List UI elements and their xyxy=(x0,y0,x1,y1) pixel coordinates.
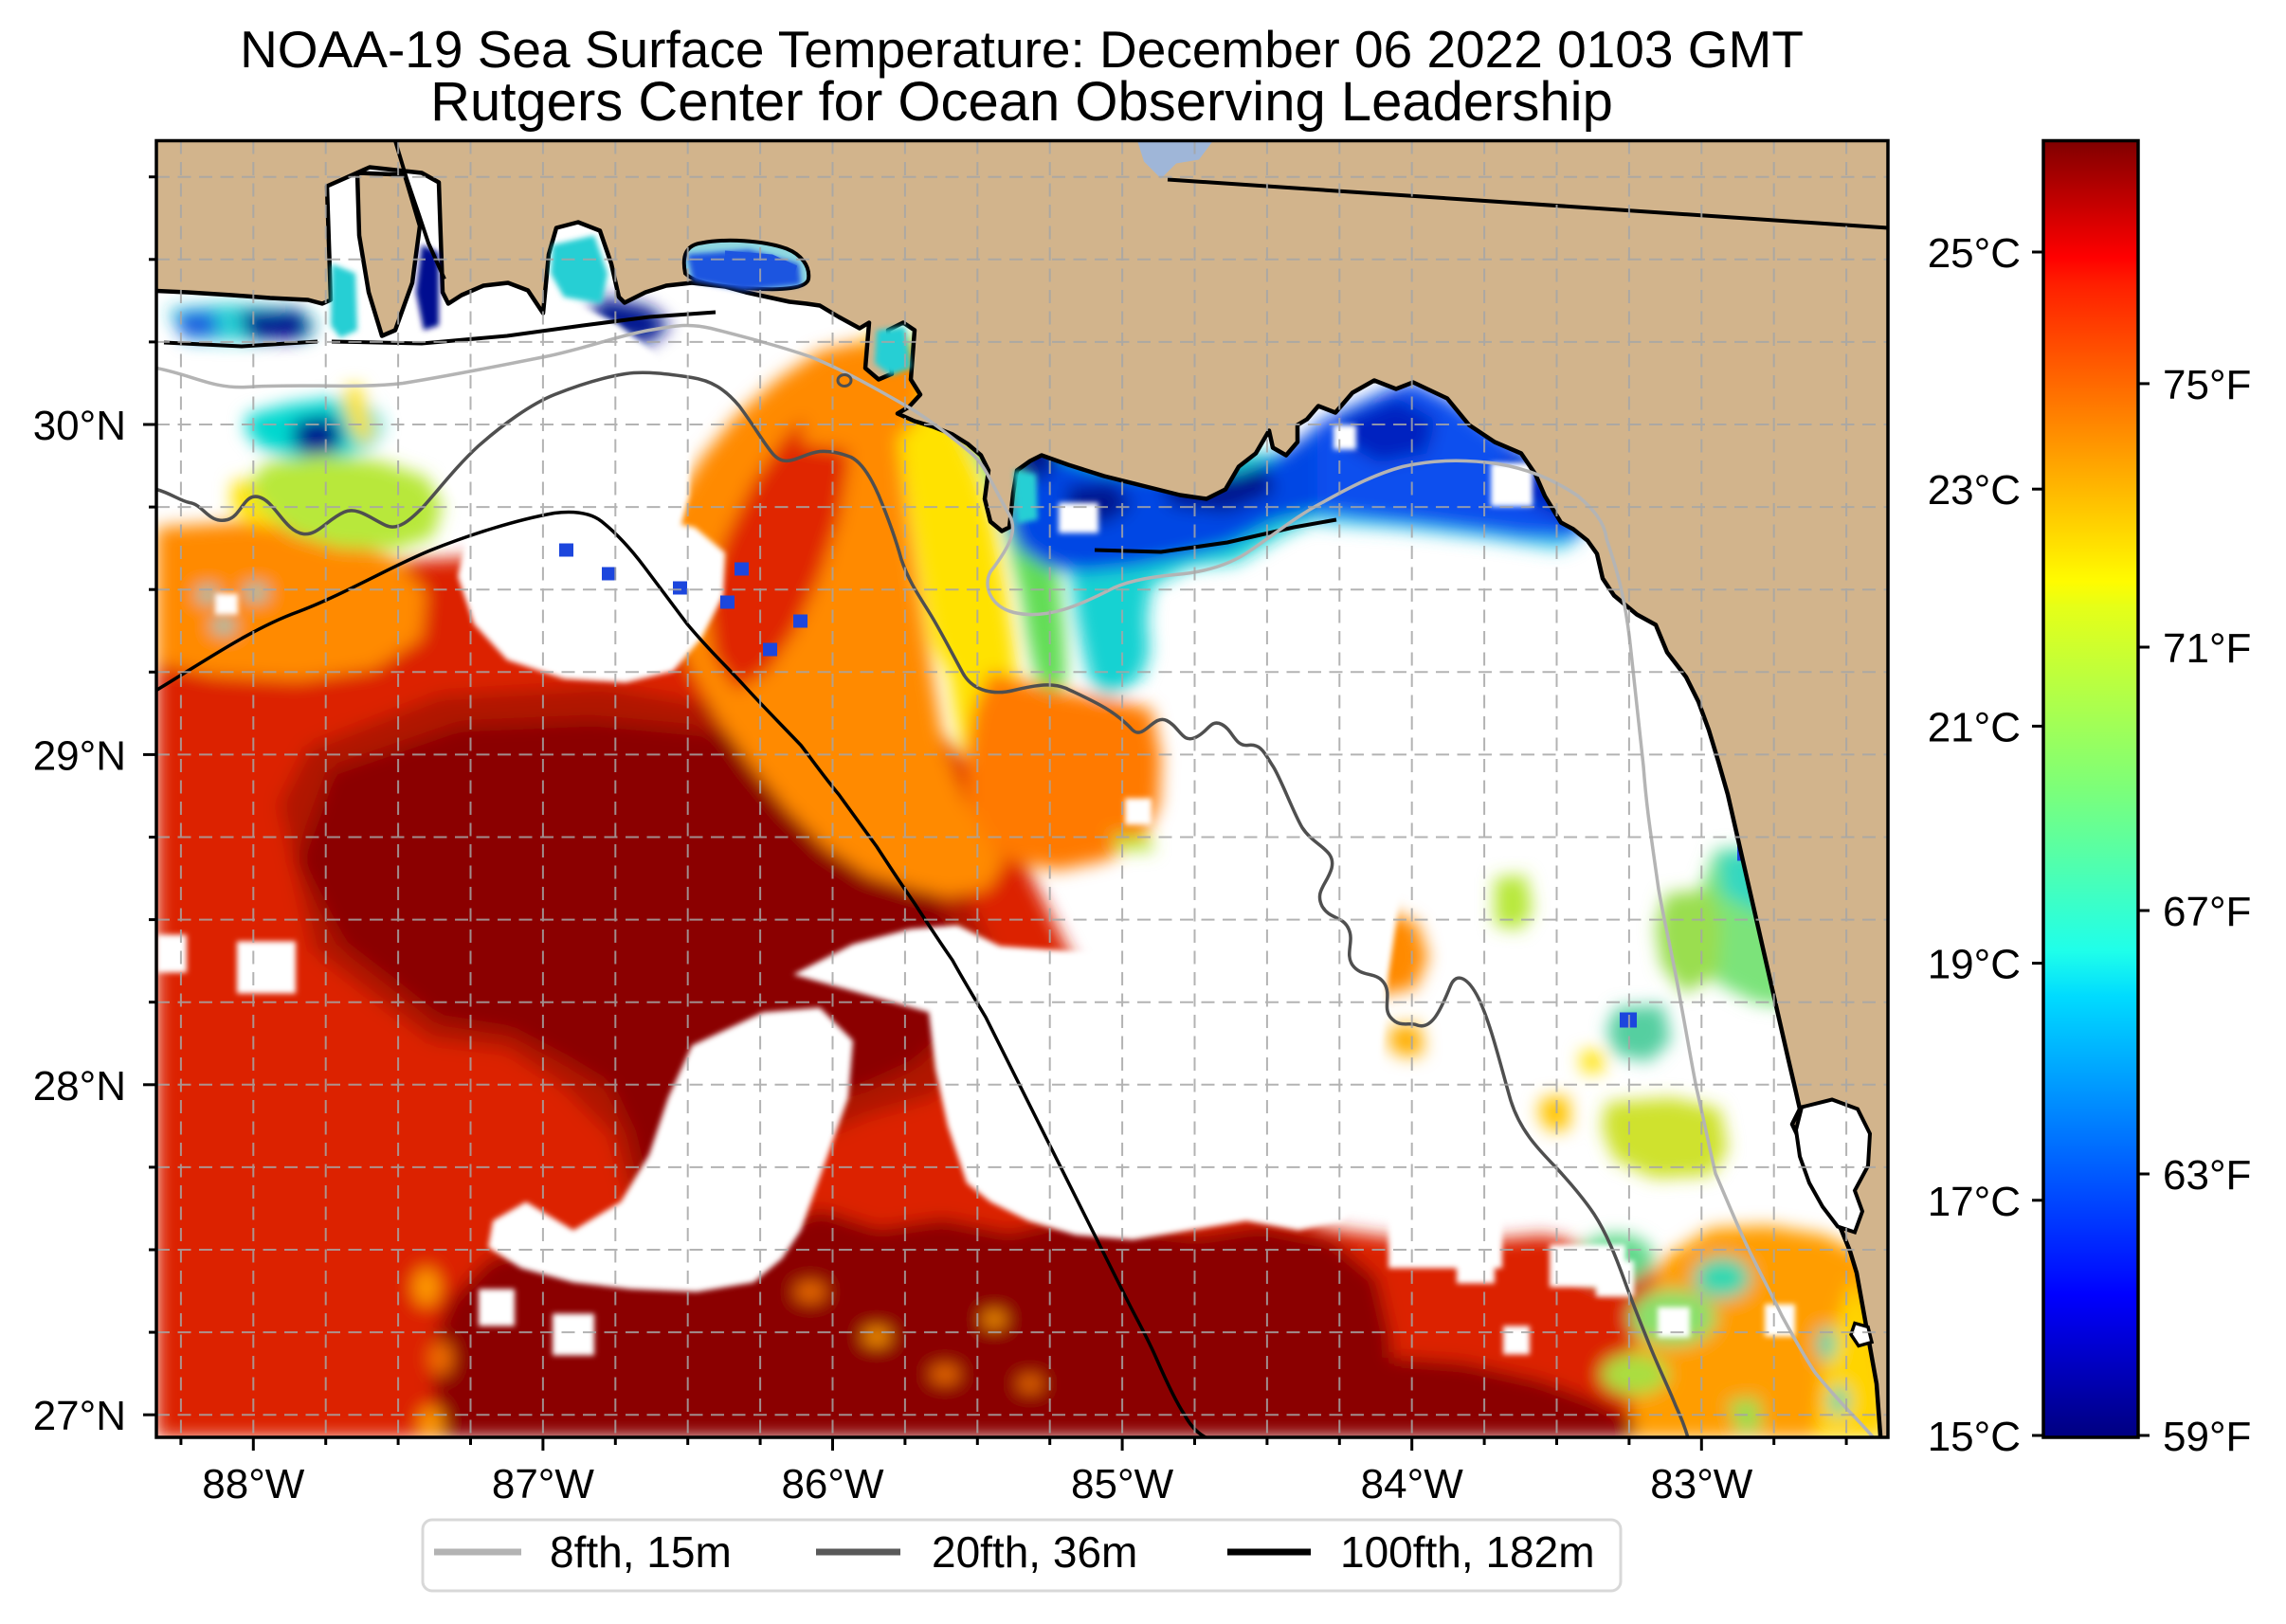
svg-text:100fth, 182m: 100fth, 182m xyxy=(1340,1527,1595,1577)
svg-text:83°W: 83°W xyxy=(1650,1461,1753,1507)
svg-text:87°W: 87°W xyxy=(492,1461,595,1507)
svg-text:27°N: 27°N xyxy=(33,1393,126,1439)
svg-text:NOAA-19 Sea Surface Temperatur: NOAA-19 Sea Surface Temperature: Decembe… xyxy=(240,20,1804,79)
svg-text:8fth, 15m: 8fth, 15m xyxy=(550,1527,732,1577)
svg-text:84°W: 84°W xyxy=(1361,1461,1464,1507)
svg-text:86°W: 86°W xyxy=(781,1461,884,1507)
svg-text:19°C: 19°C xyxy=(1928,942,2021,988)
svg-text:88°W: 88°W xyxy=(202,1461,305,1507)
svg-text:59°F: 59°F xyxy=(2163,1414,2251,1460)
svg-text:75°F: 75°F xyxy=(2163,362,2251,408)
svg-text:29°N: 29°N xyxy=(33,732,126,779)
svg-text:71°F: 71°F xyxy=(2163,625,2251,672)
svg-text:63°F: 63°F xyxy=(2163,1152,2251,1199)
svg-text:85°W: 85°W xyxy=(1071,1461,1174,1507)
svg-text:25°C: 25°C xyxy=(1928,230,2021,277)
svg-text:21°C: 21°C xyxy=(1928,704,2021,750)
svg-text:20fth, 36m: 20fth, 36m xyxy=(932,1527,1137,1577)
svg-text:Rutgers Center for Ocean Obser: Rutgers Center for Ocean Observing Leade… xyxy=(430,71,1613,133)
svg-text:67°F: 67°F xyxy=(2163,889,2251,935)
svg-text:28°N: 28°N xyxy=(33,1063,126,1110)
svg-text:17°C: 17°C xyxy=(1928,1179,2021,1225)
svg-text:23°C: 23°C xyxy=(1928,467,2021,514)
svg-text:15°C: 15°C xyxy=(1928,1414,2021,1460)
svg-text:30°N: 30°N xyxy=(33,403,126,449)
